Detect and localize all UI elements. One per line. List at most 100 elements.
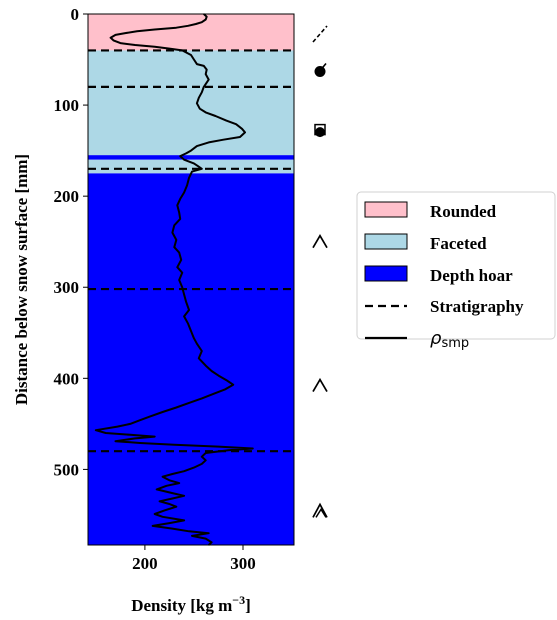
density-point-3 [201, 21, 203, 23]
density-point-9 [124, 32, 126, 34]
density-point-96 [139, 442, 141, 444]
density-point-67 [188, 309, 190, 311]
x-tick-label-300: 300 [230, 554, 256, 573]
density-point-124 [152, 525, 154, 527]
density-point-29 [199, 108, 201, 110]
density-point-17 [181, 49, 183, 52]
density-point-32 [225, 119, 227, 122]
density-point-22 [206, 68, 208, 71]
legend-swatch-faceted [364, 233, 408, 250]
density-point-4 [195, 23, 197, 25]
density-point-99 [252, 447, 254, 450]
density-point-117 [168, 503, 171, 505]
density-point-80 [224, 388, 226, 390]
density-point-62 [181, 272, 183, 274]
density-point-8 [136, 30, 138, 32]
density-point-56 [171, 231, 173, 234]
legend-swatch-depth-hoar [364, 265, 408, 282]
legend-label-density: ρsmp [430, 328, 469, 351]
density-profile [94, 13, 254, 546]
density-line [94, 13, 254, 546]
density-point-115 [171, 497, 173, 500]
grain-symbols [312, 25, 328, 518]
density-point-123 [168, 522, 171, 524]
y-tick-label-500: 500 [54, 460, 80, 479]
density-point-5 [187, 25, 189, 27]
legend-label-faceted: Faceted [430, 234, 487, 253]
density-point-57 [175, 239, 177, 241]
y-tick-label-100: 100 [54, 96, 80, 115]
density-point-101 [205, 452, 207, 454]
density-point-81 [212, 393, 215, 395]
density-point-102 [201, 456, 203, 458]
legend-label-stratigraphy: Stratigraphy [430, 297, 524, 316]
symbol-dot [314, 66, 326, 77]
plot-frame [87, 13, 295, 546]
density-point-122 [183, 519, 185, 522]
density-point-21 [203, 65, 205, 67]
density-point-2 [205, 18, 207, 21]
density-point-7 [154, 28, 156, 31]
symbol-dot [315, 127, 325, 138]
density-point-108 [161, 476, 164, 478]
density-point-27 [198, 97, 200, 99]
chain-depth-hoar-icon [312, 502, 328, 518]
density-point-36 [239, 136, 241, 138]
density-point-118 [175, 506, 177, 508]
density-point-14 [134, 44, 136, 46]
y-tick-label-0: 0 [71, 5, 80, 24]
density-point-65 [183, 293, 185, 296]
density-point-128 [191, 535, 193, 537]
density-point-113 [171, 492, 173, 494]
symbol-chevron-outer [312, 502, 328, 518]
density-point-98 [217, 446, 220, 448]
layer-depth-hoar-4 [88, 173, 294, 545]
density-point-83 [188, 402, 190, 404]
density-point-18 [190, 54, 192, 56]
symbol-chevron [312, 234, 328, 249]
stratigraphy-lines [88, 49, 294, 453]
density-point-76 [211, 370, 213, 372]
density-point-16 [168, 48, 171, 50]
rounded-faceted-icon [314, 62, 327, 77]
symbol-dash-line [312, 25, 328, 43]
density-point-84 [175, 406, 177, 409]
density-point-52 [176, 204, 178, 206]
density-point-129 [205, 538, 207, 540]
density-point-42 [179, 155, 181, 157]
faceted-rounding-icon [314, 123, 326, 138]
density-point-77 [217, 374, 220, 377]
density-point-25 [203, 86, 205, 88]
density-point-97 [173, 444, 175, 446]
density-point-110 [178, 482, 180, 484]
density-point-47 [191, 170, 193, 173]
density-point-121 [161, 516, 164, 518]
x-axis-title: Density [kg m−3] [131, 593, 251, 615]
density-point-82 [201, 397, 203, 399]
density-point-44 [193, 162, 195, 164]
density-point-28 [196, 102, 198, 104]
legend-swatch-rounded [364, 201, 408, 218]
y-tick-label-300: 300 [54, 278, 80, 297]
density-point-88 [129, 423, 131, 425]
density-point-91 [105, 432, 107, 434]
density-point-111 [165, 485, 168, 487]
density-point-35 [244, 131, 246, 134]
density-point-1 [206, 16, 208, 18]
density-point-95 [114, 440, 117, 442]
density-point-74 [198, 357, 200, 359]
density-point-94 [134, 437, 136, 440]
x-tick-label-200: 200 [132, 554, 158, 573]
grain-type-layers [88, 14, 294, 545]
legend: Rounded Faceted Depth hoar Stratigraphy … [356, 191, 556, 351]
density-point-6 [175, 27, 177, 29]
layer-faceted-3 [88, 159, 294, 174]
depth-hoar-icon [312, 234, 328, 249]
density-point-41 [185, 152, 187, 154]
density-point-33 [235, 123, 237, 125]
density-point-59 [178, 252, 180, 254]
density-point-26 [201, 91, 203, 93]
density-point-130 [211, 541, 213, 543]
density-point-66 [185, 301, 187, 303]
density-point-51 [179, 198, 181, 200]
